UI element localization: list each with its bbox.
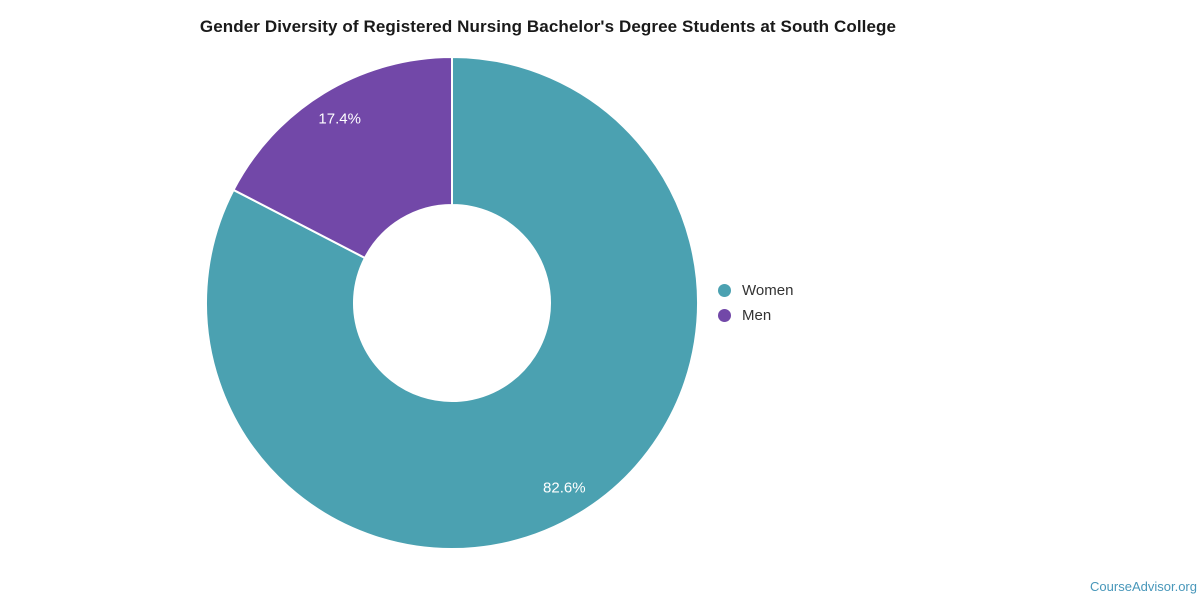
legend-label-men: Men: [742, 307, 772, 324]
pie-slice-women[interactable]: [205, 56, 699, 550]
legend-swatch-men-icon: [718, 309, 731, 322]
legend-label-women: Women: [742, 282, 794, 299]
legend-swatch-women-icon: [718, 284, 731, 297]
legend-item-women[interactable]: Women: [718, 278, 793, 303]
data-label-men: 17.4%: [318, 111, 361, 128]
pie-slice-men[interactable]: [232, 56, 453, 259]
legend-item-men[interactable]: Men: [718, 303, 793, 328]
chart-title: Gender Diversity of Registered Nursing B…: [199, 17, 897, 36]
legend: Women Men: [718, 278, 793, 328]
data-label-women: 82.6%: [543, 480, 586, 497]
watermark-courseadvisor-link[interactable]: CourseAdvisor.org: [1090, 579, 1197, 594]
